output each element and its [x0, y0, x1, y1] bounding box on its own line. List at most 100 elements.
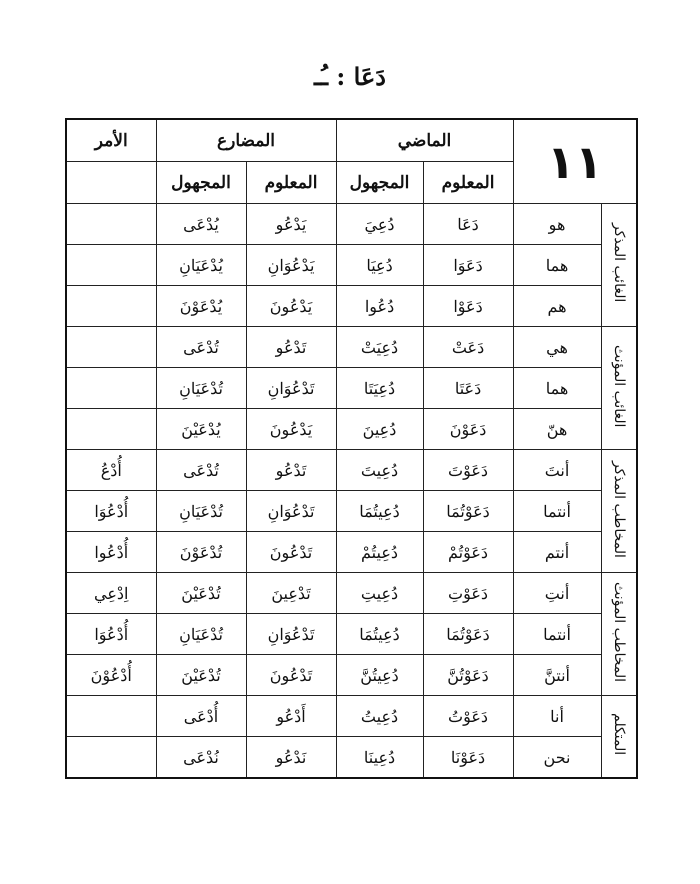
table-row: هما دَعَوَا دُعِيَا يَدْعُوَانِ يُدْعَيَانِ: [65, 244, 637, 286]
cell-pronoun: هنّ: [512, 408, 602, 450]
header-madi-majhool: المجهول: [335, 161, 424, 204]
cell-pronoun: هما: [512, 367, 602, 409]
group-label: الغائب المؤنث: [600, 326, 638, 450]
group-label-text: المخاطب المؤنث: [610, 581, 627, 683]
cell-mudari-maloom: تَدْعُوَانِ: [245, 367, 337, 409]
table-row: هما دَعَتَا دُعِيَتَا تَدْعُوَانِ تُدْعَيَان…: [65, 367, 637, 409]
table-row: المخاطب المذكر أنتَ دَعَوْتَ دُعِيتَ تَدْعُو…: [65, 449, 638, 573]
cell-mudari-maloom: أَدْعُو: [245, 695, 337, 737]
group-label: الغائب المذكر: [600, 203, 638, 327]
cell-pronoun: هم: [512, 285, 602, 327]
cell-amr: [65, 408, 157, 450]
table-row: أنتما دَعَوْتُمَا دُعِيتُمَا تَدْعُوَانِ تُد…: [65, 613, 637, 655]
table-row: المتكلم أنا دَعَوْتُ دُعِيتُ أَدْعُو أُدْعَى: [65, 695, 638, 779]
cell-madi-maloom: دَعَوْتُمَا: [422, 490, 514, 532]
group-label-text: الغائب المذكر: [610, 223, 627, 303]
cell-mudari-maloom: نَدْعُو: [245, 736, 337, 779]
cell-pronoun: أنتِ: [512, 572, 602, 614]
cell-madi-maloom: دَعَوْنَا: [422, 736, 514, 779]
cell-madi-maloom: دَعَتْ: [422, 326, 514, 368]
table-row: الغائب المذكر هو دَعَا دُعِيَ يَدْعُو يُدْعَى: [65, 203, 638, 327]
page-title: دَعَا : ـُـ: [314, 62, 386, 91]
cell-mudari-maloom: يَدْعُو: [245, 203, 337, 245]
group-label: المخاطب المؤنث: [600, 572, 638, 696]
cell-amr: أُدْعُوْنَ: [65, 654, 157, 696]
header-mudari-majhool: المجهول: [155, 161, 247, 204]
table-row: أنتنَّ دَعَوْتُنَّ دُعِيتُنَّ تَدْعُونَ تُدْ…: [65, 654, 637, 696]
cell-mudari-maloom: تَدْعِينَ: [245, 572, 337, 614]
cell-amr: [65, 367, 157, 409]
cell-mudari-majhool: تُدْعَى: [155, 449, 247, 491]
table-row: هم دَعَوْا دُعُوا يَدْعُونَ يُدْعَوْنَ: [65, 285, 637, 327]
table-row: هنّ دَعَوْنَ دُعِينَ يَدْعُونَ يُدْعَيْنَ: [65, 408, 637, 450]
cell-madi-maloom: دَعَوْتُمْ: [422, 531, 514, 573]
group-label: المخاطب المذكر: [600, 449, 638, 573]
cell-mudari-maloom: تَدْعُو: [245, 326, 337, 368]
cell-mudari-maloom: يَدْعُونَ: [245, 408, 337, 450]
cell-mudari-majhool: يُدْعَى: [155, 203, 247, 245]
cell-mudari-majhool: يُدْعَيَانِ: [155, 244, 247, 286]
cell-madi-maloom: دَعَتَا: [422, 367, 514, 409]
cell-mudari-majhool: أُدْعَى: [155, 695, 247, 737]
table-row: الغائب المؤنث هي دَعَتْ دُعِيَتْ تَدْعُو تُدْ…: [65, 326, 638, 450]
cell-amr: [65, 695, 157, 737]
conjugation-table: ١١ الماضي المضارع الأمر المعلوم المجهول …: [65, 118, 639, 779]
cell-madi-majhool: دُعِيَتَا: [335, 367, 424, 409]
cell-mudari-maloom: يَدْعُونَ: [245, 285, 337, 327]
cell-mudari-maloom: تَدْعُونَ: [245, 654, 337, 696]
cell-pronoun: أنتما: [512, 613, 602, 655]
header-amr: الأمر: [65, 118, 157, 162]
group-label-text: الغائب المؤنث: [610, 344, 627, 428]
cell-madi-maloom: دَعَوْتِ: [422, 572, 514, 614]
cell-mudari-majhool: تُدْعَى: [155, 326, 247, 368]
cell-madi-maloom: دَعَوْتُ: [422, 695, 514, 737]
cell-madi-majhool: دُعِيَتْ: [335, 326, 424, 368]
cell-madi-maloom: دَعَوْا: [422, 285, 514, 327]
cell-madi-majhool: دُعُوا: [335, 285, 424, 327]
cell-mudari-majhool: نُدْعَى: [155, 736, 247, 779]
table-row: المخاطب المؤنث أنتِ دَعَوْتِ دُعِيتِ تَدْعِي…: [65, 572, 638, 696]
cell-mudari-majhool: يُدْعَيْنَ: [155, 408, 247, 450]
cell-pronoun: أنتما: [512, 490, 602, 532]
cell-mudari-maloom: تَدْعُوَانِ: [245, 613, 337, 655]
cell-madi-majhool: دُعِيتِ: [335, 572, 424, 614]
cell-pronoun: نحن: [512, 736, 602, 779]
cell-mudari-majhool: يُدْعَوْنَ: [155, 285, 247, 327]
cell-madi-majhool: دُعِيتُمْ: [335, 531, 424, 573]
table-row: أنتما دَعَوْتُمَا دُعِيتُمَا تَدْعُوَانِ تُد…: [65, 490, 637, 532]
cell-madi-majhool: دُعِيتُنَّ: [335, 654, 424, 696]
cell-mudari-majhool: تُدْعَوْنَ: [155, 531, 247, 573]
cell-madi-maloom: دَعَا: [422, 203, 514, 245]
header-mudari-maloom: المعلوم: [245, 161, 337, 204]
cell-pronoun: أنا: [512, 695, 602, 737]
cell-madi-maloom: دَعَوْتُمَا: [422, 613, 514, 655]
cell-pronoun: هي: [512, 326, 602, 368]
cell-amr: [65, 244, 157, 286]
cell-pronoun: أنتنَّ: [512, 654, 602, 696]
cell-mudari-majhool: تُدْعَيَانِ: [155, 490, 247, 532]
cell-madi-majhool: دُعِيتُمَا: [335, 490, 424, 532]
cell-madi-majhool: دُعِيَا: [335, 244, 424, 286]
cell-madi-majhool: دُعِيتُمَا: [335, 613, 424, 655]
cell-amr: أُدْعُ: [65, 449, 157, 491]
cell-madi-majhool: دُعِيتُ: [335, 695, 424, 737]
header-madi-maloom: المعلوم: [422, 161, 514, 204]
cell-amr: [65, 203, 157, 245]
cell-madi-maloom: دَعَوْتُنَّ: [422, 654, 514, 696]
cell-mudari-majhool: تُدْعَيَانِ: [155, 367, 247, 409]
cell-madi-majhool: دُعِينَ: [335, 408, 424, 450]
cell-madi-majhool: دُعِينَا: [335, 736, 424, 779]
cell-pronoun: هما: [512, 244, 602, 286]
cell-madi-maloom: دَعَوَا: [422, 244, 514, 286]
cell-amr: [65, 285, 157, 327]
cell-amr: [65, 736, 157, 779]
cell-madi-maloom: دَعَوْتَ: [422, 449, 514, 491]
cell-amr: أُدْعُوَا: [65, 613, 157, 655]
cell-pronoun: هو: [512, 203, 602, 245]
cell-madi-majhool: دُعِيَ: [335, 203, 424, 245]
group-label-text: المتكلم: [610, 713, 627, 756]
cell-amr: أُدْعُوَا: [65, 490, 157, 532]
table-row: نحن دَعَوْنَا دُعِينَا نَدْعُو نُدْعَى: [65, 736, 637, 779]
group-label-text: المخاطب المذكر: [610, 460, 627, 558]
cell-mudari-maloom: تَدْعُونَ: [245, 531, 337, 573]
